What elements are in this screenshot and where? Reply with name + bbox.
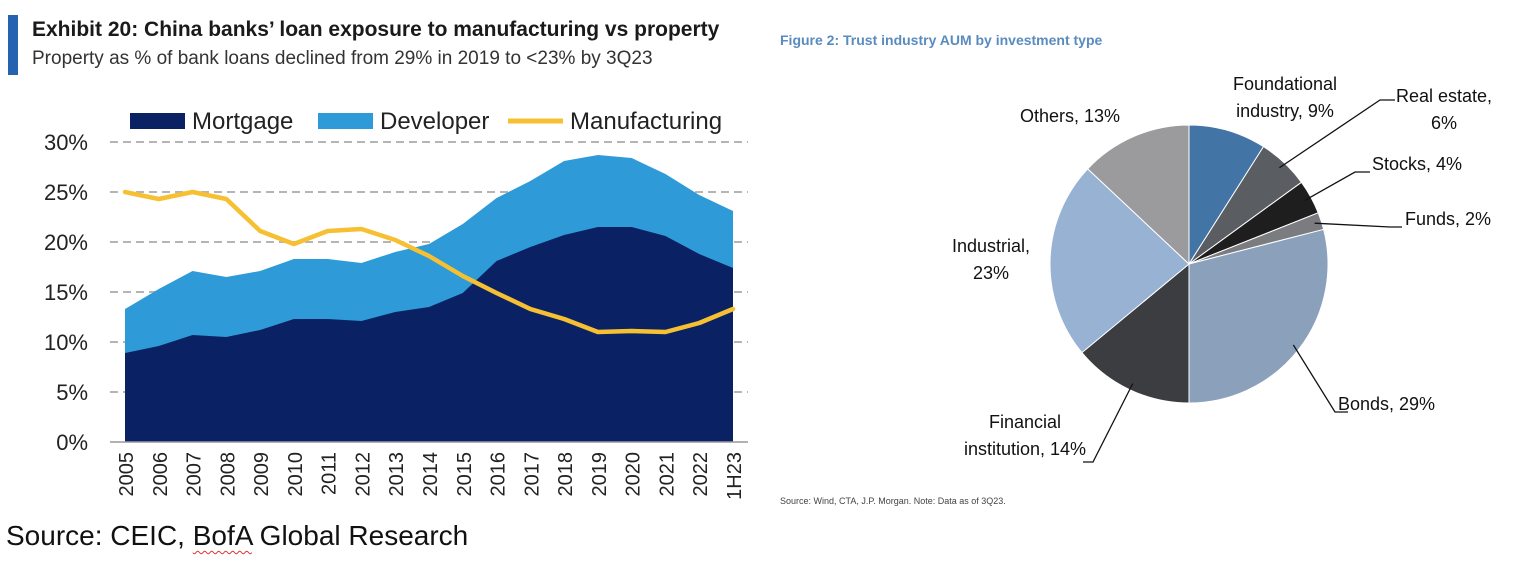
- leader-line: [1083, 383, 1134, 463]
- source-suffix: Global Research: [251, 520, 469, 551]
- legend-mortgage-swatch: [130, 113, 185, 129]
- leader-line: [1279, 99, 1395, 169]
- pie-label: Bonds, 29%: [1338, 394, 1435, 414]
- x-tick-label: 2022: [690, 452, 712, 497]
- y-tick-label: 15%: [44, 280, 88, 305]
- y-tick-label: 25%: [44, 180, 88, 205]
- pie-slice: [1188, 228, 1329, 404]
- x-tick-label: 2015: [454, 452, 476, 497]
- y-tick-label: 20%: [44, 230, 88, 255]
- right-chart-title: Figure 2: Trust industry AUM by investme…: [780, 32, 1103, 48]
- x-tick-label: 2005: [116, 452, 138, 497]
- left-chart-title: Exhibit 20: China banks’ loan exposure t…: [32, 18, 720, 41]
- pie-label: 23%: [973, 263, 1009, 283]
- left-chart-subtitle: Property as % of bank loans declined fro…: [32, 48, 653, 69]
- pie-label: Others, 13%: [1020, 106, 1120, 126]
- pie-label: industry, 9%: [1236, 101, 1334, 121]
- source-bofa: BofA: [192, 520, 252, 551]
- x-tick-label: 2021: [656, 452, 678, 497]
- x-tick-label: 2009: [251, 452, 273, 497]
- legend-developer-swatch: [318, 113, 373, 129]
- x-tick-label: 2008: [217, 452, 239, 497]
- pie-label: institution, 14%: [964, 439, 1086, 459]
- left-source-note: Source: CEIC, BofA Global Research: [6, 520, 468, 552]
- x-tick-label: 2007: [184, 452, 206, 497]
- x-tick-label: 2013: [386, 452, 408, 497]
- x-tick-label: 2020: [623, 452, 645, 497]
- x-tick-label: 2011: [319, 452, 341, 495]
- x-tick-label: 1H23: [724, 452, 746, 500]
- legend-manufacturing-label: Manufacturing: [570, 108, 722, 135]
- leader-line: [1292, 344, 1348, 413]
- title-accent-bar: [8, 15, 18, 75]
- y-tick-label: 5%: [56, 380, 88, 405]
- pie-slice: [1086, 124, 1190, 266]
- x-tick-label: 2012: [352, 452, 374, 497]
- area-chart: 0% 5% 10% 15% 20% 25% 30% 2005 2006 2007 2008 2009 2…: [44, 108, 748, 500]
- y-tick-label: 0%: [56, 430, 88, 455]
- mortgage-area: [125, 227, 733, 442]
- x-tick-label: 2010: [285, 452, 307, 497]
- y-tick-label: 30%: [44, 130, 88, 155]
- x-tick-label: 2018: [555, 452, 577, 497]
- y-tick-label: 10%: [44, 330, 88, 355]
- pie-slice: [1049, 168, 1190, 354]
- pie-label: Financial: [989, 412, 1061, 432]
- x-tick-label: 2017: [521, 452, 543, 497]
- pie-label: Funds, 2%: [1405, 209, 1491, 229]
- pie-chart: Foundational industry, 9% Real estate, 6% St…: [952, 74, 1492, 463]
- legend-mortgage-label: Mortgage: [192, 108, 293, 135]
- pie-label: Foundational: [1233, 74, 1337, 94]
- pie-label: Real estate,: [1396, 86, 1492, 106]
- pie-label: Industrial,: [952, 236, 1030, 256]
- manufacturing-line: [122, 189, 736, 335]
- x-tick-label: 2016: [488, 452, 510, 497]
- x-tick-label: 2014: [420, 452, 442, 497]
- leader-line: [1314, 222, 1402, 228]
- x-tick-label: 2019: [589, 452, 611, 497]
- right-source-note: Source: Wind, CTA, J.P. Morgan. Note: Da…: [780, 496, 1006, 506]
- legend-developer-label: Developer: [380, 108, 489, 135]
- x-tick-label: 2006: [150, 452, 172, 497]
- pie-label: Stocks, 4%: [1372, 154, 1462, 174]
- pie-slice: [1188, 124, 1265, 266]
- source-prefix: Source: CEIC,: [6, 520, 193, 551]
- leader-line: [1304, 171, 1370, 201]
- pie-label: 6%: [1431, 113, 1457, 133]
